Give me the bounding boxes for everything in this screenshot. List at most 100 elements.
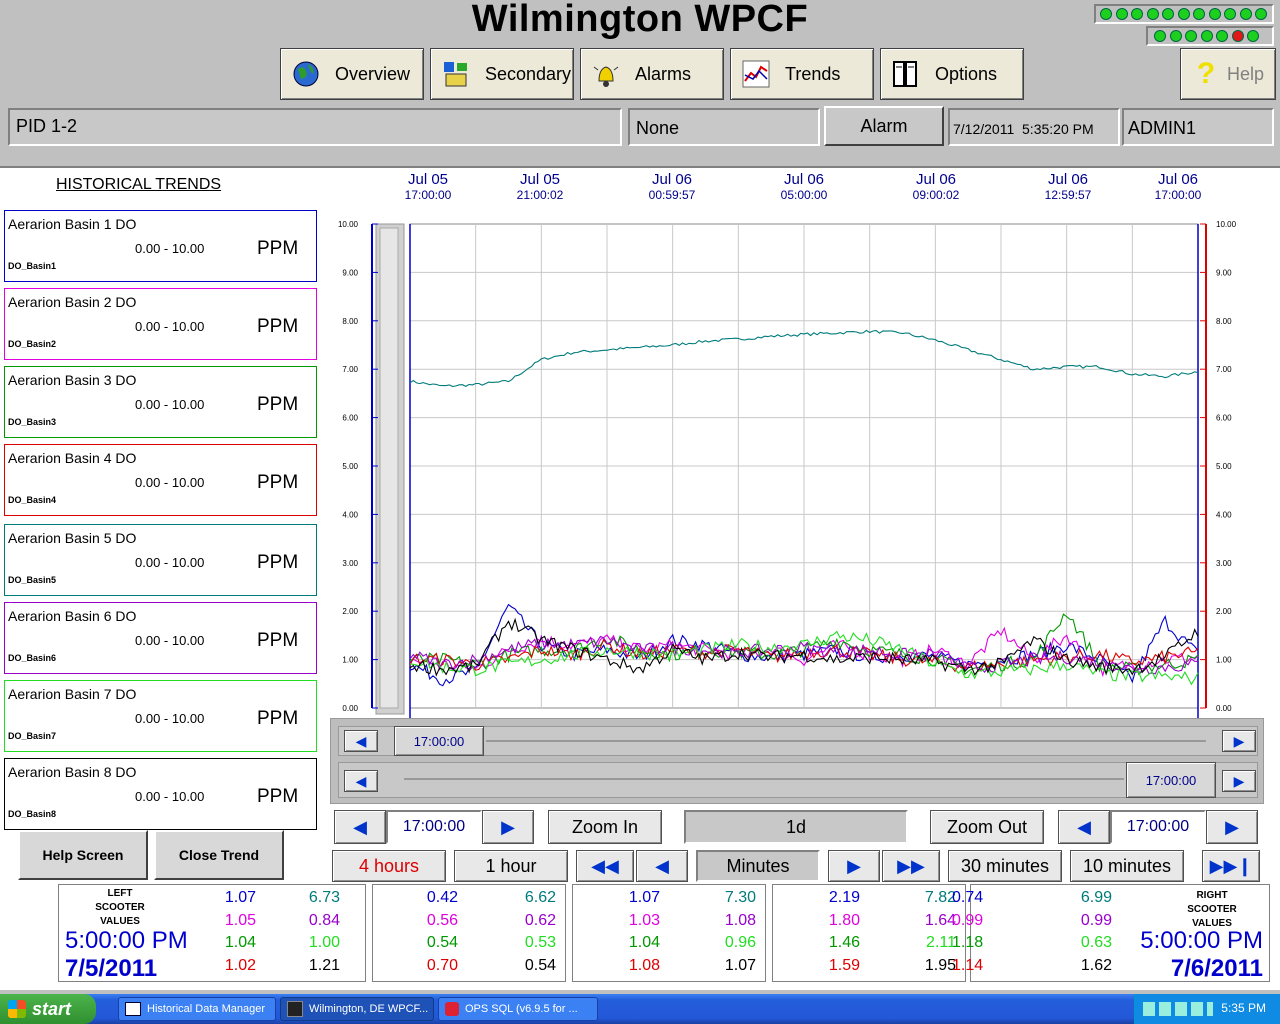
trend-tag-box[interactable]: Aerarion Basin 4 DO 0.00 - 10.00 PPM DO_… [4,444,317,516]
nav-overview-button[interactable]: Overview [280,48,424,100]
four-hours-button[interactable]: 4 hours [332,850,446,882]
step-forward-button[interactable]: ▶ [828,850,880,882]
trend-line-DO_Basin8 [409,617,1199,677]
taskbar-item-historical[interactable]: Historical Data Manager [118,997,276,1021]
left-axis-tick-label: 8.00 [342,317,358,326]
help-button[interactable]: ? Help [1180,48,1276,100]
tag-range: 0.00 - 10.00 [135,241,205,256]
left-axis-tick-label: 6.00 [342,414,358,423]
status-led [1216,30,1228,42]
help-screen-button[interactable]: Help Screen [18,830,148,880]
time-axis-label: Jul 06 12:59:57 [1008,171,1128,202]
right-scooter-handle[interactable]: 17:00:00 [1126,762,1216,798]
nav-options-label: Options [935,63,998,84]
left-time-forward-button[interactable]: ▶ [482,810,534,844]
tag-description: Aerarion Basin 3 DO [8,372,137,388]
nav-secondary-button[interactable]: Secondary [430,48,574,100]
right-axis-tick-label: 2.00 [1216,607,1232,616]
nav-alarms-button[interactable]: Alarms [580,48,724,100]
scooter-value: 6.62 [524,889,556,906]
time-span-field[interactable]: 1d [684,810,908,844]
left-axis-tick-label: 0.00 [342,704,358,713]
one-hour-button[interactable]: 1 hour [454,850,568,882]
left-axis-tick-label: 3.00 [342,559,358,568]
tag-unit: PPM [257,472,299,493]
trend-line-DO_Basin4 [409,638,1199,673]
tag-range: 0.00 - 10.00 [135,555,205,570]
time-axis-date: Jul 06 [1157,171,1199,188]
left-scooter-handle[interactable]: 17:00:00 [394,726,484,756]
right-axis-tick-label: 3.00 [1216,559,1232,568]
tag-description: Aerarion Basin 5 DO [8,530,137,546]
trend-tag-box[interactable]: Aerarion Basin 2 DO 0.00 - 10.00 PPM DO_… [4,288,317,360]
tag-description: Aerarion Basin 4 DO [8,450,137,466]
nav-trends-button[interactable]: Trends [730,48,874,100]
scooter-panel-2 [372,884,566,982]
tag-description: Aerarion Basin 8 DO [8,764,137,780]
left-scroll-forward-button[interactable]: ▶ [1222,730,1256,752]
thirty-minutes-button[interactable]: 30 minutes [948,850,1062,882]
left-scooter-title: LEFT SCOOTER VALUES [95,888,145,927]
time-axis-time: 00:59:57 [648,188,696,202]
fast-forward-button[interactable]: ▶▶ [882,850,940,882]
scooter-value: 1.07 [724,956,756,974]
scooter-value: 1.08 [628,956,660,974]
left-axis-tick-label: 10.00 [338,220,359,229]
trend-tag-box[interactable]: Aerarion Basin 5 DO 0.00 - 10.00 PPM DO_… [4,524,317,596]
scooter-value: 1.18 [952,934,984,951]
tray-clock: 5:35 PM [1221,1001,1266,1015]
time-axis-time: 17:00:00 [404,188,452,202]
scooter-value: 1.04 [628,934,660,951]
taskbar-item-wilmington[interactable]: Wilmington, DE WPCF... [280,997,434,1021]
bell-icon [589,57,623,91]
help-label: Help [1227,63,1265,84]
nav-options-button[interactable]: Options [880,48,1024,100]
right-axis-tick-label: 4.00 [1216,510,1232,519]
minutes-field[interactable]: Minutes [696,850,820,882]
status-led [1208,8,1221,20]
right-time-field[interactable]: 17:00:00 [1110,810,1206,844]
taskbar-item-ops-sql[interactable]: OPS SQL (v6.9.5 for ... [438,997,598,1021]
tag-unit: PPM [257,630,299,651]
fast-rewind-button[interactable]: ◀◀ [576,850,634,882]
left-axis-tick-label: 5.00 [342,462,358,471]
close-trend-button[interactable]: Close Trend [154,830,284,880]
zoom-in-button[interactable]: Zoom In [548,810,662,844]
tag-id: DO_Basin1 [8,261,57,271]
time-axis-date: Jul 05 [519,171,561,188]
time-axis-time: 17:00:00 [1154,188,1202,202]
right-time-back-button[interactable]: ◀ [1058,810,1110,844]
trend-tag-box[interactable]: Aerarion Basin 6 DO 0.00 - 10.00 PPM DO_… [4,602,317,674]
left-scroll-back-button[interactable]: ◀ [344,730,378,752]
left-time-field[interactable]: 17:00:00 [386,810,482,844]
time-axis-date: Jul 06 [1047,171,1089,188]
tag-id: DO_Basin6 [8,653,57,663]
trend-tag-box[interactable]: Aerarion Basin 7 DO 0.00 - 10.00 PPM DO_… [4,680,317,752]
scooter-value: 1.00 [308,934,340,951]
tag-range: 0.00 - 10.00 [135,711,205,726]
alarm-button[interactable]: Alarm [824,106,944,146]
right-scooter-date: 7/6/2011 [1170,955,1263,982]
trend-line-DO_Basin1 [409,603,1199,687]
step-back-button[interactable]: ◀ [636,850,688,882]
scooter-value: 1.59 [828,956,860,974]
jump-to-end-button[interactable]: ▶▶❙ [1202,850,1260,882]
ten-minutes-button[interactable]: 10 minutes [1070,850,1184,882]
zoom-out-button[interactable]: Zoom Out [930,810,1044,844]
trend-tag-box[interactable]: Aerarion Basin 8 DO 0.00 - 10.00 PPM DO_… [4,758,317,830]
left-axis-tick-label: 2.00 [342,607,358,616]
right-time-forward-button[interactable]: ▶ [1206,810,1258,844]
tag-unit: PPM [257,238,299,259]
windows-flag-icon [8,1000,26,1018]
scooter-value: 2.11 [926,934,956,951]
trend-tag-box[interactable]: Aerarion Basin 1 DO 0.00 - 10.00 PPM DO_… [4,210,317,282]
scooter-value: 0.74 [952,889,984,906]
start-button[interactable]: start [0,994,96,1024]
right-scroll-back-button[interactable]: ◀ [344,770,378,792]
right-scroll-forward-button[interactable]: ▶ [1222,770,1256,792]
scooter-value: 0.96 [724,934,756,951]
trend-tag-box[interactable]: Aerarion Basin 3 DO 0.00 - 10.00 PPM DO_… [4,366,317,438]
left-time-back-button[interactable]: ◀ [334,810,386,844]
status-led [1115,8,1128,20]
tag-unit: PPM [257,552,299,573]
